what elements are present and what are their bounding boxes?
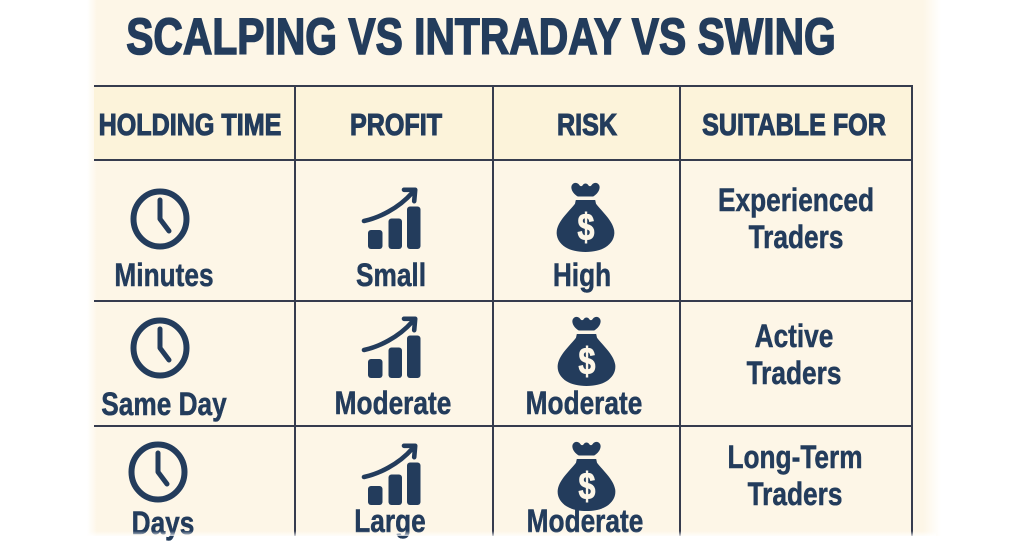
svg-text:$: $ xyxy=(578,207,595,249)
svg-text:$: $ xyxy=(579,341,596,383)
svg-text:$: $ xyxy=(579,466,596,508)
